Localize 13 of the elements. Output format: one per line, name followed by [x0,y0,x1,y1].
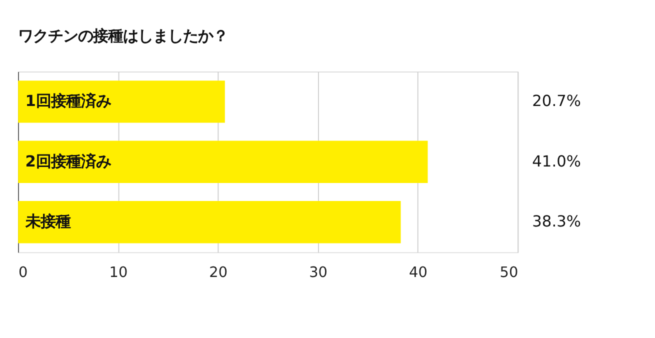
x-tick-label: 0 [18,265,28,282]
data-label: 41.0% [532,152,581,170]
y-tick-label: 1回接種済み [25,92,111,110]
x-tick-label: 50 [500,265,518,282]
x-tick-label: 10 [109,265,128,282]
data-label: 38.3% [532,212,581,231]
data-label: 20.7% [532,92,581,110]
x-tick-label: 40 [409,265,428,282]
y-tick-label: 未接種 [24,212,70,231]
x-tick-label: 20 [209,265,228,282]
chart-title: ワクチンの接種はしましたか？ [18,26,228,45]
x-tick-label: 30 [309,265,328,282]
y-tick-label: 2回接種済み [25,152,111,170]
